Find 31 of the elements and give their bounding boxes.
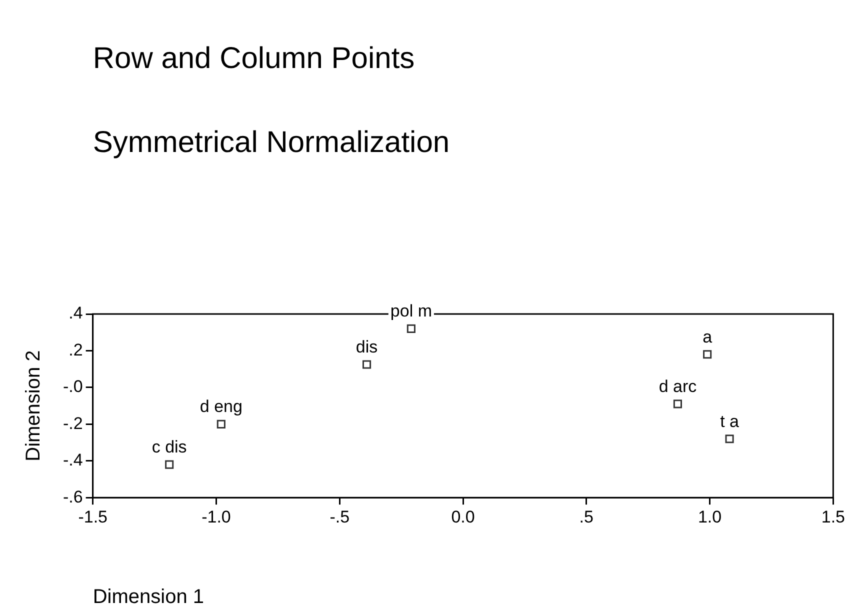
y-tick-label: .2 [68,340,83,360]
x-tick-label: -1.0 [202,507,231,526]
annotation: dis [356,337,378,356]
x-tick-label: -1.5 [78,507,108,526]
x-tick-label: 0.0 [451,507,475,526]
point [725,434,734,444]
annotation: d arc [658,376,698,396]
x-tick-label: -.5 [330,507,350,526]
point [703,350,712,359]
y-tick-label: -.0 [62,377,83,396]
y-tick-label: -.6 [62,487,83,506]
point [406,324,416,333]
point [165,460,174,469]
annotation: c dis [152,438,187,457]
annotation: d eng [200,397,242,416]
y-tick-label: -.4 [62,450,83,470]
x-tick-label: .5 [579,507,594,526]
y-tick-label: -.2 [62,414,83,433]
annotation: a [702,327,713,346]
chart-subtitle: Symmetrical Normalization [92,126,450,159]
x-tick-label: 1.5 [821,507,846,526]
y-tick-label: .4 [68,304,83,323]
x-tick-label: 1.0 [698,507,722,526]
annotation: t a [720,412,740,431]
y-axis-title: Dimension 2 [22,350,45,462]
x-axis-title: Dimension 1 [92,586,204,608]
point [362,360,372,369]
point [673,400,682,408]
annotation: pol m [390,302,432,321]
chart-title: Row and Column Points [92,42,415,75]
point [216,420,226,428]
